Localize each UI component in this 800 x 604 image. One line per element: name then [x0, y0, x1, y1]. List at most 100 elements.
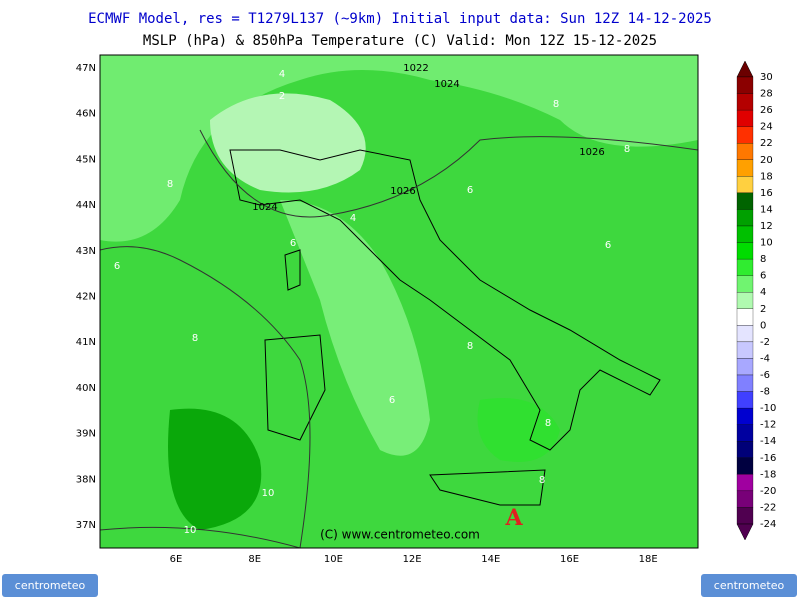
colorbar-top [736, 60, 754, 78]
isobar-label: 1024 [434, 79, 459, 90]
temperature-label: 4 [350, 213, 356, 224]
logo-text: centrometeo [714, 579, 785, 592]
lat-label: 46N [76, 109, 96, 120]
colorbar-label: 2 [760, 304, 766, 315]
temperature-label: 10 [184, 525, 197, 536]
isobar-label: 1026 [390, 186, 415, 197]
colorbar-band [736, 507, 754, 525]
lon-label: 8E [248, 554, 261, 565]
lon-label: 18E [639, 554, 658, 565]
temperature-label: 8 [539, 475, 545, 486]
isobar-label: 1026 [579, 147, 604, 158]
lat-label: 44N [76, 200, 96, 211]
colorbar-band [736, 490, 754, 508]
isobar-label: 1022 [403, 63, 428, 74]
lat-label: 38N [76, 474, 96, 485]
colorbar-label: 10 [760, 238, 773, 249]
colorbar-bottom [736, 523, 754, 541]
temperature-label: 6 [605, 240, 611, 251]
logo-text: centrometeo [15, 579, 86, 592]
colorbar-label: 30 [760, 72, 773, 83]
temperature-label: 6 [389, 395, 395, 406]
lon-label: 6E [170, 554, 183, 565]
lon-label: 14E [481, 554, 500, 565]
colorbar-label: 12 [760, 221, 773, 232]
colorbar-band [736, 109, 754, 127]
colorbar-label: 14 [760, 204, 773, 215]
lat-label: 41N [76, 337, 96, 348]
colorbar-band [736, 192, 754, 210]
colorbar-label: -14 [760, 436, 776, 447]
temperature-label: 8 [467, 341, 473, 352]
colorbar-band [736, 292, 754, 309]
lon-label: 10E [324, 554, 343, 565]
colorbar-band [736, 143, 754, 160]
colorbar-band [736, 76, 754, 94]
temperature-label: 8 [624, 144, 630, 155]
colorbar-label: -8 [760, 387, 770, 398]
temp-zone [210, 93, 366, 193]
colorbar-band [736, 325, 754, 343]
colorbar-label: -10 [760, 403, 776, 414]
temperature-label: 6 [114, 261, 120, 272]
colorbar-band [736, 358, 754, 376]
map [99, 54, 699, 549]
temperature-label: 10 [262, 488, 275, 499]
lat-label: 43N [76, 246, 96, 257]
colorbar-label: 0 [760, 320, 766, 331]
colorbar-band [736, 391, 754, 409]
temp-zone [280, 200, 430, 456]
lat-label: 37N [76, 520, 96, 531]
lat-label: 42N [76, 292, 96, 303]
temperature-label: 8 [167, 179, 173, 190]
isobar-label: 1024 [252, 202, 277, 213]
lat-label: 47N [76, 63, 96, 74]
colorbar-band [736, 126, 754, 144]
colorbar-band [736, 424, 754, 442]
colorbar-band [736, 474, 754, 492]
coastline [429, 469, 546, 506]
colorbar-band [736, 93, 754, 111]
colorbar-label: -16 [760, 453, 776, 464]
colorbar-band [736, 407, 754, 425]
colorbar-label: -20 [760, 486, 776, 497]
colorbar-label: 22 [760, 138, 773, 149]
isobar [99, 246, 311, 549]
temperature-label: 6 [290, 238, 296, 249]
colorbar-label: 8 [760, 254, 766, 265]
temp-zone [168, 408, 262, 530]
logo-box [2, 574, 98, 597]
colorbar-band [736, 441, 754, 458]
temperature-label: 8 [553, 99, 559, 110]
temperature-label: 2 [279, 91, 285, 102]
colorbar-label: 6 [760, 271, 766, 282]
temperature-label: 8 [545, 418, 551, 429]
header-line1: ECMWF Model, res = T1279L137 (~9km) Init… [88, 11, 712, 27]
colorbar-band [736, 374, 754, 392]
header-line2: MSLP (hPa) & 850hPa Temperature (C) Vali… [143, 33, 657, 49]
lon-label: 16E [560, 554, 579, 565]
colorbar-band [736, 225, 754, 243]
colorbar-band [736, 275, 754, 293]
map-frame [99, 54, 699, 549]
temperature-label: 6 [467, 185, 473, 196]
coastline [284, 249, 301, 291]
colorbar-label: -2 [760, 337, 770, 348]
high-pressure-marker: A [504, 505, 523, 531]
colorbar-label: 18 [760, 171, 773, 182]
colorbar-band [736, 457, 754, 475]
colorbar-label: 28 [760, 89, 773, 100]
temperature-label: 8 [192, 333, 198, 344]
colorbar-label: -18 [760, 469, 776, 480]
colorbar-band [736, 159, 754, 177]
colorbar-band [736, 341, 754, 359]
colorbar-label: -12 [760, 420, 776, 431]
lat-label: 39N [76, 429, 96, 440]
copyright: (C) www.centrometeo.com [320, 528, 480, 542]
colorbar-label: 16 [760, 188, 773, 199]
colorbar-label: 20 [760, 155, 773, 166]
colorbar-label: -6 [760, 370, 770, 381]
temperature-label: 4 [279, 69, 285, 80]
lon-label: 12E [403, 554, 422, 565]
